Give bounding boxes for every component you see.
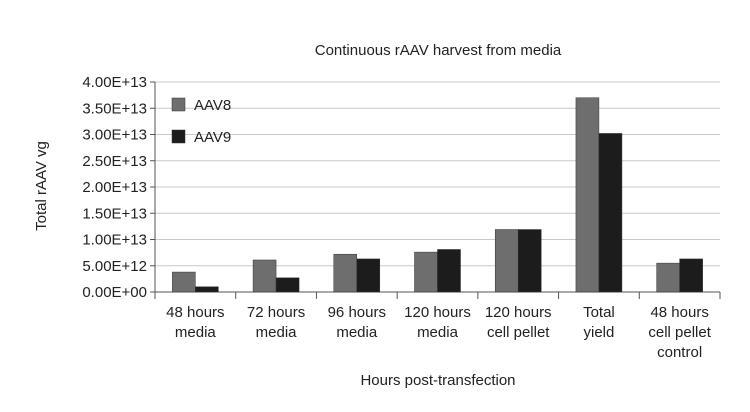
y-tick-label: 1.00E+13	[82, 232, 147, 249]
bar-aav8-5	[494, 229, 519, 293]
bar-aav9-2	[275, 277, 300, 293]
legend-swatch-aav9	[171, 129, 186, 144]
y-tick-label: 2.50E+13	[82, 153, 147, 170]
bar-aav8-1	[172, 271, 196, 293]
bars	[172, 97, 703, 293]
x-category-label: Total	[583, 304, 615, 321]
gridlines	[155, 81, 720, 267]
bar-aav8-3	[333, 253, 358, 293]
legend-swatch-aav8	[171, 97, 186, 112]
bar-aav9-7	[679, 258, 703, 293]
bar-aav9-4	[437, 249, 461, 293]
y-axis-label: Total rAAV vg	[33, 141, 50, 231]
x-category-labels: 48 hours media 72 hours media 96 hours media 1…	[166, 304, 712, 361]
x-category-label: media	[256, 324, 298, 341]
legend-label-aav8: AAV8	[194, 97, 231, 114]
x-category-label: cell pellet	[487, 324, 550, 341]
bar-aav9-1	[195, 286, 219, 293]
x-category-label: media	[417, 324, 459, 341]
x-category-label: media	[336, 324, 378, 341]
x-category-label: yield	[583, 324, 614, 341]
x-category-label: 72 hours	[247, 304, 305, 321]
x-category-label: 48 hours	[166, 304, 224, 321]
y-tick-label: 0.00E+00	[82, 284, 147, 301]
bar-aav9-3	[356, 258, 381, 293]
y-tick-label: 5.00E+12	[82, 258, 147, 275]
bar-aav8-7	[656, 262, 680, 293]
bar-aav9-6	[598, 133, 623, 293]
y-tick-label: 3.00E+13	[82, 127, 147, 144]
x-category-label: 120 hours	[404, 304, 471, 321]
bar-aav8-4	[414, 251, 438, 293]
x-category-label: media	[175, 324, 217, 341]
x-category-label: 120 hours	[485, 304, 552, 321]
x-category-label: 48 hours	[650, 304, 708, 321]
x-category-label: cell pellet	[648, 324, 711, 341]
legend-label-aav9: AAV9	[194, 129, 231, 146]
bar-aav8-6	[575, 97, 600, 293]
y-tick-label: 3.50E+13	[82, 100, 147, 117]
chart-title: Continuous rAAV harvest from media	[315, 42, 562, 59]
bar-aav8-2	[252, 259, 277, 293]
x-axis-label: Hours post-transfection	[360, 372, 515, 389]
x-category-label: control	[657, 344, 702, 361]
legend: AAV8 AAV9	[171, 97, 231, 146]
bar-aav9-5	[517, 229, 542, 293]
y-tick-label: 1.50E+13	[82, 205, 147, 222]
y-tick-labels: 0.00E+00 5.00E+12 1.00E+13 1.50E+13 2.00E+13…	[82, 74, 147, 301]
y-tick-label: 4.00E+13	[82, 74, 147, 91]
y-tick-label: 2.00E+13	[82, 179, 147, 196]
x-category-label: 96 hours	[328, 304, 386, 321]
